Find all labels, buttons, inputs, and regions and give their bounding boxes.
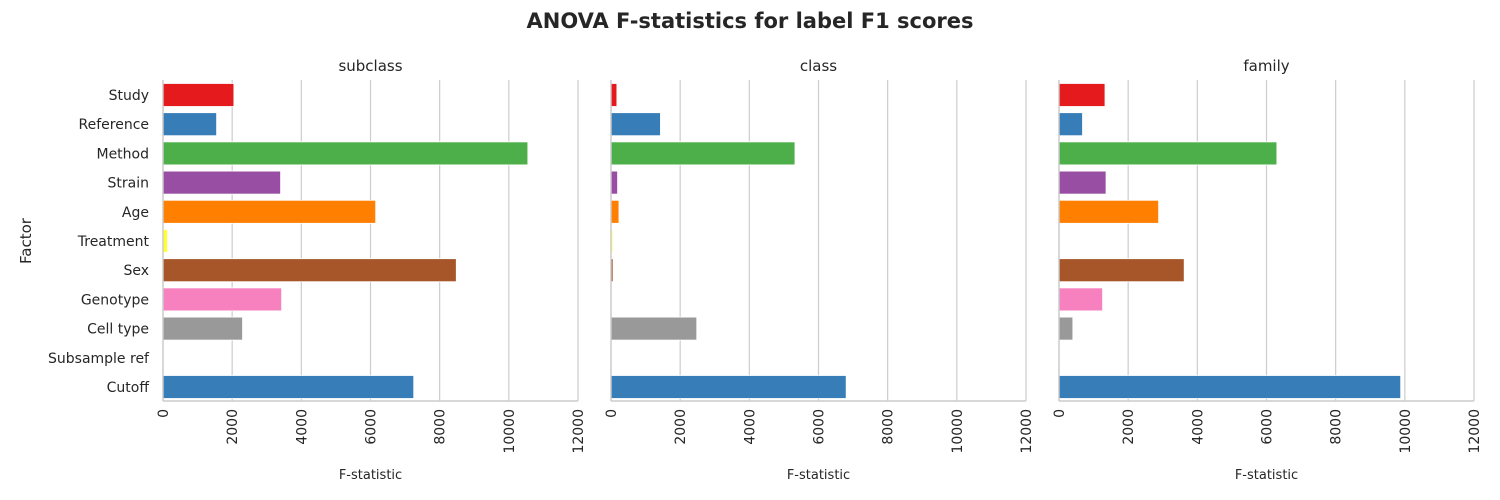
bar-subclass-cell-type [162,316,243,341]
x-tick-label: 0 [156,409,172,418]
x-tick-label: 4000 [294,409,310,445]
bar-subclass-strain [162,170,281,195]
bar-subclass-genotype [162,287,283,312]
bar-subclass-sex [162,258,457,283]
x-axis-label: F-statistic [339,468,402,483]
x-tick-label: 2000 [673,409,689,445]
y-tick-label: Subsample ref [48,351,150,367]
bar-family-study [1058,83,1106,107]
y-tick-label: Age [122,205,149,221]
x-tick-label: 12000 [571,409,587,454]
y-axis-label: Factor [17,217,35,264]
y-tick-label: Sex [123,263,149,279]
facet-title: class [800,57,837,75]
bar-family-strain [1058,170,1107,195]
x-tick-label: 0 [1052,409,1068,418]
bar-class-reference [610,112,661,137]
y-tick-label: Study [109,88,149,104]
x-tick-label: 8000 [433,409,449,445]
x-tick-label: 0 [604,409,620,418]
x-tick-label: 6000 [364,409,380,445]
facet-panels: 0 2000 4000 6000 8000 10000 12000 subclass F-sta… [48,57,1483,483]
bar-family-sex [1058,258,1185,283]
x-tick-label: 2000 [225,409,241,445]
x-tick-label: 10000 [502,409,518,454]
x-tick-label: 4000 [1190,409,1206,445]
x-tick-label: 8000 [881,409,897,445]
facet-family: 0 2000 4000 6000 8000 10000 12000 family F-stati… [1052,57,1483,483]
bar-class-method [610,141,796,166]
x-tick-label: 6000 [1260,409,1276,445]
bar-family-genotype [1058,287,1103,312]
bar-subclass-method [162,141,529,166]
y-tick-label: Strain [108,176,149,192]
bar-family-cutoff [1058,375,1402,399]
bar-class-strain [610,170,618,195]
y-tick-label: Method [96,146,149,162]
x-axis-label: F-statistic [1235,468,1298,483]
chart-title: ANOVA F-statistics for label F1 scores [527,9,974,33]
x-tick-label: 12000 [1019,409,1035,454]
bar-family-method [1058,141,1278,166]
facet-title: family [1243,57,1289,75]
y-tick-label: Treatment [77,234,150,250]
y-tick-label: Reference [79,117,150,133]
y-tick-label: Genotype [81,292,149,308]
x-tick-label: 6000 [812,409,828,445]
bar-class-cell-type [610,316,698,341]
x-tick-label: 4000 [742,409,758,445]
bar-subclass-reference [162,112,218,137]
x-tick-label: 12000 [1467,409,1483,454]
facet-title: subclass [338,57,402,75]
x-tick-label: 8000 [1329,409,1345,445]
y-tick-label: Cutoff [107,380,150,396]
bar-class-cutoff [610,375,847,399]
x-tick-label: 2000 [1121,409,1137,445]
bar-subclass-age [162,199,377,224]
bar-family-cell-type [1058,316,1074,341]
bar-subclass-study [162,83,235,107]
bar-class-age [610,199,620,224]
y-tick-label: Cell type [87,322,149,338]
bar-family-age [1058,199,1159,224]
x-tick-label: 10000 [1398,409,1414,454]
x-axis-label: F-statistic [787,468,850,483]
facet-subclass: 0 2000 4000 6000 8000 10000 12000 subclass F-sta… [48,57,587,483]
x-tick-label: 10000 [950,409,966,454]
bar-family-reference [1058,112,1083,137]
facet-class: 0 2000 4000 6000 8000 10000 12000 class F-statis… [604,57,1035,483]
bar-class-study [610,83,618,107]
bar-subclass-cutoff [162,375,415,399]
